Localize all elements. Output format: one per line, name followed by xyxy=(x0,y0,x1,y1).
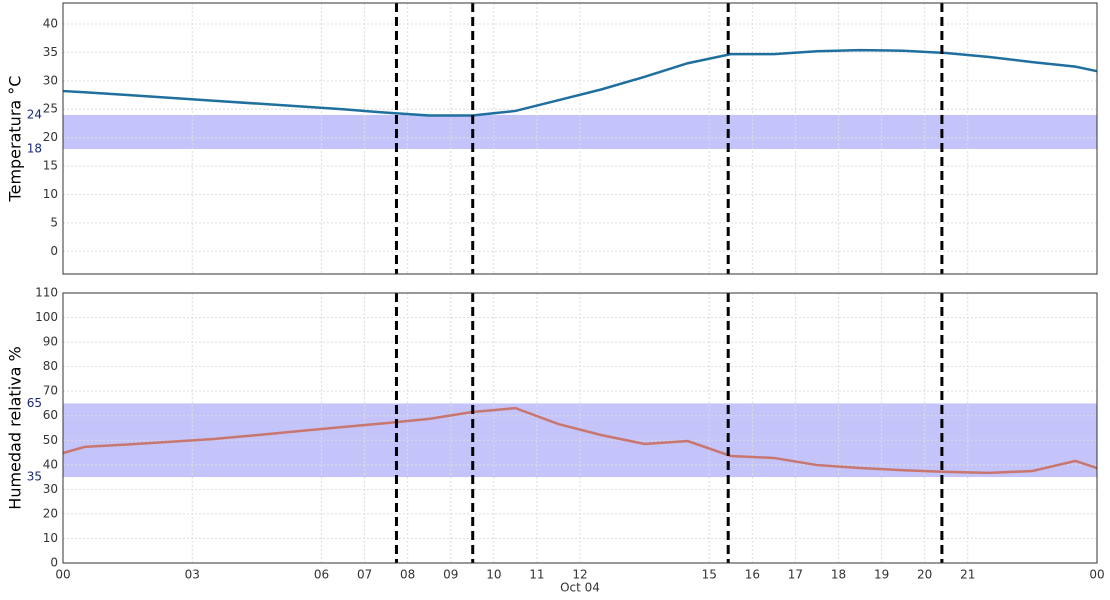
y-tick-label: 20 xyxy=(43,506,58,520)
y-tick-label: 110 xyxy=(35,286,58,300)
y-tick-label: 40 xyxy=(43,17,58,31)
plot-frame xyxy=(62,2,1098,275)
y-tick-label: 35 xyxy=(43,45,58,59)
y-tick-label: 50 xyxy=(43,433,58,447)
y-axis-label: Humedad relativa % xyxy=(6,346,25,509)
band-label: 24 xyxy=(27,107,42,121)
x-tick-label: 19 xyxy=(874,568,889,582)
y-tick-label: 70 xyxy=(43,384,58,398)
y-axis-label: Temperatura °C xyxy=(6,76,25,203)
x-tick-label: 08 xyxy=(400,568,415,582)
x-tick-label: 00 xyxy=(1089,568,1104,582)
y-tick-label: 90 xyxy=(43,335,58,349)
data-line xyxy=(62,48,1098,117)
y-tick-label: 100 xyxy=(35,310,58,324)
y-tick-label: 10 xyxy=(43,187,58,201)
x-tick-label: 17 xyxy=(788,568,803,582)
x-tick-label: 03 xyxy=(185,568,200,582)
y-tick-label: 10 xyxy=(43,531,58,545)
y-tick-label: 40 xyxy=(43,457,58,471)
y-tick-label: 30 xyxy=(43,482,58,496)
x-tick-label: 09 xyxy=(443,568,458,582)
band-label: 18 xyxy=(27,142,42,156)
x-tick-label: 12 xyxy=(572,568,587,582)
x-tick-label: 16 xyxy=(745,568,760,582)
x-tick-label: 21 xyxy=(960,568,975,582)
x-tick-label: 15 xyxy=(702,568,717,582)
plot-frame xyxy=(62,292,1098,564)
data-line xyxy=(62,406,1098,475)
x-tick-label: 18 xyxy=(831,568,846,582)
x-tick-label: 20 xyxy=(917,568,932,582)
y-tick-label: 15 xyxy=(43,159,58,173)
x-tick-label: 06 xyxy=(314,568,329,582)
x-tick-label: 07 xyxy=(357,568,372,582)
y-tick-label: 60 xyxy=(43,408,58,422)
y-tick-label: 0 xyxy=(50,556,58,570)
x-tick-label: 10 xyxy=(486,568,501,582)
x-sublabel: Oct 04 xyxy=(560,581,600,595)
band-label: 65 xyxy=(27,396,42,410)
band-label: 35 xyxy=(27,470,42,484)
y-tick-label: 25 xyxy=(43,102,58,116)
x-tick-label: 00 xyxy=(55,568,70,582)
y-tick-label: 5 xyxy=(50,215,58,229)
y-tick-label: 20 xyxy=(43,130,58,144)
y-tick-label: 30 xyxy=(43,73,58,87)
y-tick-label: 0 xyxy=(50,244,58,258)
x-tick-label: 11 xyxy=(529,568,544,582)
y-tick-label: 80 xyxy=(43,359,58,373)
